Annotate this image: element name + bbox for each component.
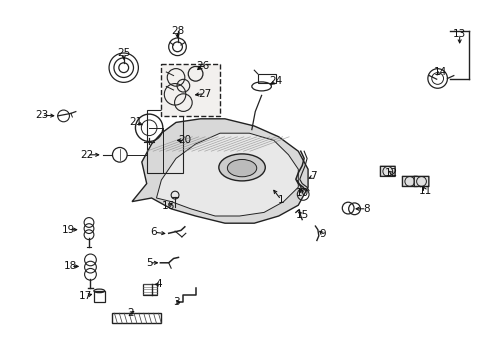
Text: 12: 12	[384, 168, 397, 178]
FancyBboxPatch shape	[413, 176, 428, 186]
Text: 17: 17	[79, 291, 92, 301]
Text: 7: 7	[309, 171, 316, 181]
Text: 5: 5	[145, 258, 152, 268]
Text: 27: 27	[197, 89, 211, 99]
Text: 26: 26	[196, 60, 209, 71]
Bar	[161, 64, 220, 116]
Text: 24: 24	[269, 76, 283, 86]
Text: 20: 20	[178, 135, 191, 145]
Text: 1: 1	[277, 195, 284, 205]
Text: 18: 18	[64, 261, 78, 271]
Ellipse shape	[219, 154, 265, 181]
Bar	[94, 291, 104, 302]
Text: 15: 15	[295, 210, 308, 220]
Text: 13: 13	[452, 29, 466, 39]
Text: 8: 8	[363, 204, 369, 214]
Ellipse shape	[227, 159, 256, 177]
Text: 11: 11	[418, 186, 431, 196]
Text: 25: 25	[117, 48, 130, 58]
Bar	[146, 110, 183, 173]
Text: 9: 9	[319, 229, 325, 239]
Text: 22: 22	[80, 150, 94, 160]
Text: 3: 3	[172, 297, 179, 307]
Bar	[142, 284, 157, 295]
Text: 16: 16	[162, 201, 175, 211]
Text: 23: 23	[35, 110, 48, 120]
Text: 6: 6	[150, 227, 157, 237]
Bar	[112, 313, 161, 323]
FancyBboxPatch shape	[402, 176, 416, 186]
Text: 4: 4	[155, 279, 162, 289]
FancyBboxPatch shape	[380, 166, 394, 176]
Bar	[257, 74, 276, 83]
Polygon shape	[132, 119, 307, 223]
Text: 28: 28	[170, 26, 184, 36]
Text: 2: 2	[127, 308, 134, 318]
Polygon shape	[156, 133, 298, 216]
Text: 21: 21	[129, 117, 142, 127]
Text: 19: 19	[61, 225, 75, 235]
Text: 10: 10	[295, 188, 308, 198]
Text: 14: 14	[432, 67, 446, 77]
